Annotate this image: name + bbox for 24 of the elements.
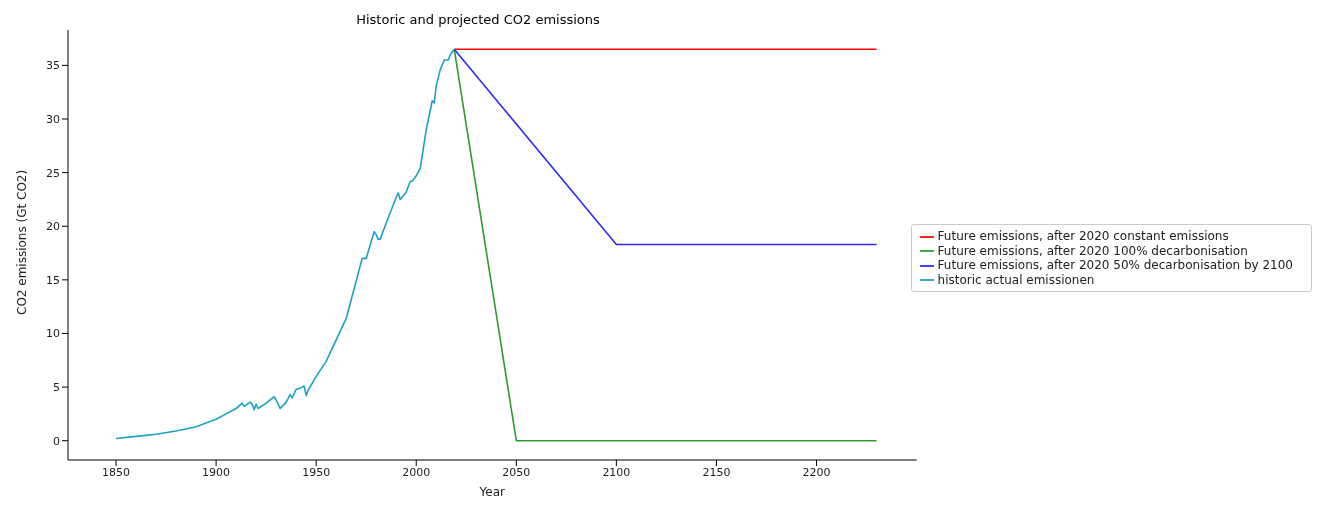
y-tick-label: 5 xyxy=(53,380,60,394)
x-tick-label: 2050 xyxy=(502,465,531,479)
y-tick-label: 30 xyxy=(46,112,60,126)
y-tick-label: 10 xyxy=(46,327,60,341)
y-tick-label: 25 xyxy=(46,166,60,180)
y-tick-label: 35 xyxy=(46,59,60,73)
y-tick-label: 20 xyxy=(46,220,60,234)
x-tick-label: 1950 xyxy=(302,465,331,479)
chart-title: Historic and projected CO2 emissions xyxy=(355,12,601,27)
x-tick-label: 2100 xyxy=(602,465,631,479)
y-axis-title: CO2 emissions (Gt CO2) xyxy=(15,169,30,315)
x-tick-label: 1900 xyxy=(202,465,231,479)
legend-label: Future emissions, after 2020 constant emissions xyxy=(937,229,1229,243)
legend-label: Future emissions, after 2020 50% decarbonisation by 2100 xyxy=(937,258,1293,272)
x-axis-title: Year xyxy=(478,485,506,499)
x-tick-label: 2200 xyxy=(802,465,831,479)
legend-label: Future emissions, after 2020 100% decarbonisation xyxy=(937,243,1248,258)
legend-label: historic actual emissionen xyxy=(937,272,1095,287)
line-series xyxy=(115,48,456,440)
y-tick-label: 15 xyxy=(46,273,60,287)
y-tick-label: 0 xyxy=(53,434,60,448)
x-tick-label: 2150 xyxy=(702,465,731,479)
x-tick-label: 1850 xyxy=(102,465,131,479)
x-tick-label: 2000 xyxy=(402,465,431,479)
